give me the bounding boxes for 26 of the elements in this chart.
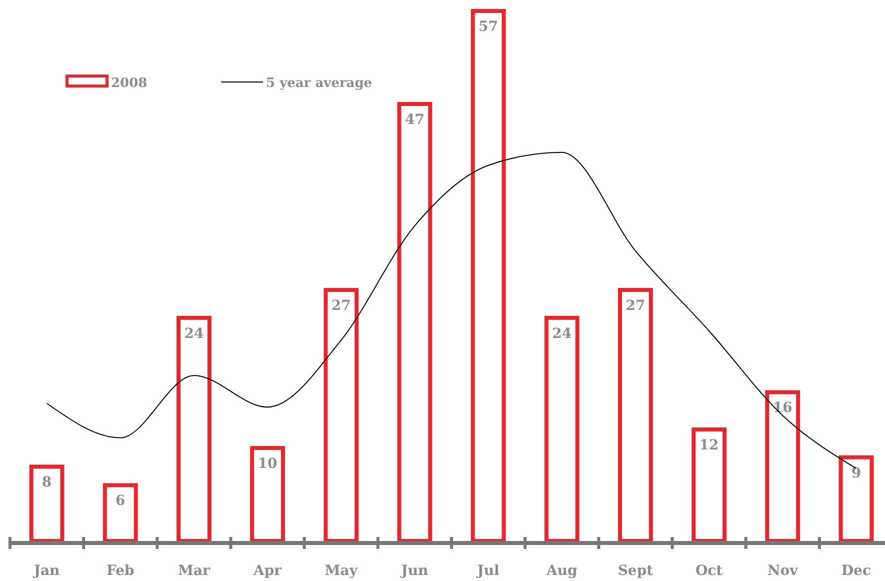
data-label: 47 [404, 112, 424, 128]
x-tick-label: Oct [695, 563, 724, 579]
data-label: 27 [331, 298, 351, 314]
data-label: 24 [552, 326, 572, 342]
x-tick-label: Feb [106, 563, 135, 579]
x-tick-label: May [324, 563, 358, 579]
data-label: 12 [699, 437, 719, 454]
data-label: 57 [478, 19, 498, 35]
x-tick-label: Dec [841, 563, 871, 579]
x-tick-label: Jun [399, 563, 428, 579]
x-tick-label: Aug [545, 563, 578, 579]
data-label: 16 [772, 400, 792, 416]
x-tick-label: Mar [178, 563, 211, 579]
x-tick-label: Sept [618, 563, 654, 579]
data-label: 9 [851, 465, 862, 482]
data-label: 8 [42, 474, 52, 491]
x-tick-label: Nov [767, 563, 799, 579]
x-tick-label: Apr [252, 563, 282, 579]
data-label: 27 [626, 298, 646, 314]
legend-label: 5 year average [266, 76, 372, 91]
x-tick-label: Jan [32, 563, 60, 579]
x-tick-label: Jul [475, 563, 500, 579]
data-label: 10 [258, 456, 278, 472]
data-label: 24 [184, 326, 204, 342]
legend-label: 2008 [111, 76, 148, 91]
data-label: 6 [116, 493, 126, 510]
